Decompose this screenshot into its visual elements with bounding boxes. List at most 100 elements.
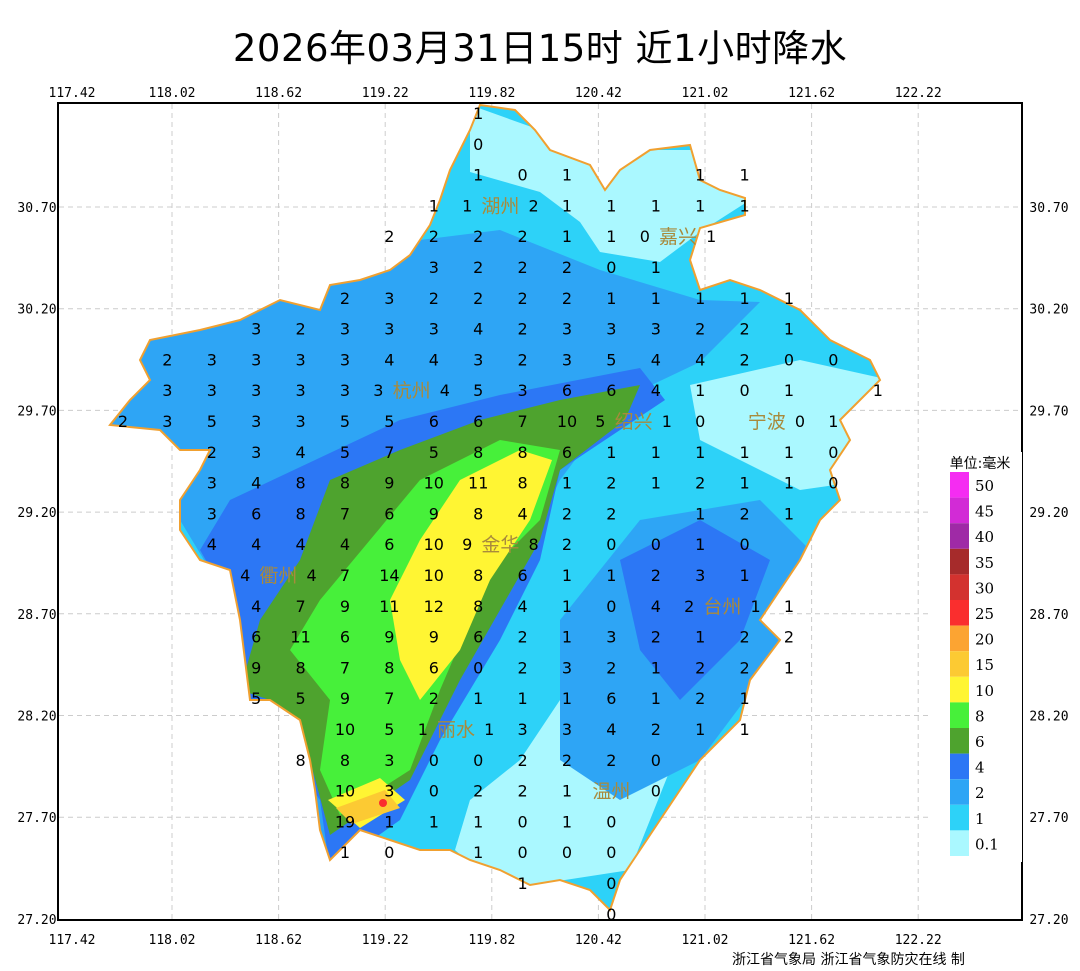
station-value: 1 bbox=[784, 443, 794, 462]
station-value: 4 bbox=[518, 504, 528, 523]
station-value: 2 bbox=[695, 689, 705, 708]
station-value: 11 bbox=[290, 628, 310, 647]
lon-tick-bottom: 118.02 bbox=[149, 933, 196, 948]
station-value: 0 bbox=[695, 412, 705, 431]
station-value: 2 bbox=[473, 289, 483, 308]
station-value: 1 bbox=[740, 289, 750, 308]
station-value: 5 bbox=[340, 443, 350, 462]
station-value: 5 bbox=[429, 443, 439, 462]
station-value: 3 bbox=[429, 320, 439, 339]
station-value: 5 bbox=[296, 689, 306, 708]
station-value: 3 bbox=[384, 289, 394, 308]
lon-tick-bottom: 117.42 bbox=[49, 933, 96, 948]
station-value: 3 bbox=[340, 381, 350, 400]
station-values: 101 0 1 1 11 1 2 1 1 1 1 12 2 2 2 1 1 0 13 2 2 2 0 12 3 2 2 2 2 1 1 1 1 1… bbox=[118, 104, 883, 924]
station-value: 8 bbox=[518, 443, 528, 462]
station-value: 1 bbox=[873, 381, 883, 400]
station-value: 0 bbox=[473, 658, 483, 677]
station-value: 1 bbox=[695, 443, 705, 462]
station-value: 2 bbox=[651, 628, 661, 647]
station-value: 9 bbox=[462, 535, 472, 554]
station-value: 2 bbox=[606, 751, 616, 770]
station-value: 2 bbox=[562, 258, 572, 277]
lat-tick-right: 30.20 bbox=[1029, 303, 1068, 318]
station-value: 1 bbox=[562, 812, 572, 831]
station-value: 3 bbox=[251, 443, 261, 462]
station-value: 1 bbox=[562, 227, 572, 246]
station-value: 9 bbox=[384, 474, 394, 493]
station-value: 1 bbox=[651, 289, 661, 308]
station-value: 4 bbox=[340, 535, 350, 554]
station-value: 1 bbox=[473, 166, 483, 185]
station-value: 1 bbox=[518, 874, 528, 893]
station-value: 2 bbox=[740, 628, 750, 647]
lon-tick-top: 120.42 bbox=[575, 86, 622, 101]
legend-swatch bbox=[950, 625, 969, 652]
station-value: 2 bbox=[740, 320, 750, 339]
station-value: 2 bbox=[562, 289, 572, 308]
station-value: 10 bbox=[424, 566, 444, 585]
station-value: 3 bbox=[251, 320, 261, 339]
station-value: 1 bbox=[562, 689, 572, 708]
station-value: 1 bbox=[651, 474, 661, 493]
station-value: 3 bbox=[695, 566, 705, 585]
station-value: 3 bbox=[207, 504, 217, 523]
station-value: 10 bbox=[424, 535, 444, 554]
station-value: 5 bbox=[207, 412, 217, 431]
lat-tick-right: 28.20 bbox=[1029, 710, 1068, 725]
station-value: 3 bbox=[340, 320, 350, 339]
station-value: 1 bbox=[740, 166, 750, 185]
station-value: 5 bbox=[384, 412, 394, 431]
station-value: 3 bbox=[251, 350, 261, 369]
station-value: 2 bbox=[518, 289, 528, 308]
lat-tick-right: 28.70 bbox=[1029, 608, 1068, 623]
station-value: 6 bbox=[606, 689, 616, 708]
lat-tick-left: 27.20 bbox=[17, 913, 56, 928]
station-value: 3 bbox=[651, 320, 661, 339]
legend-swatch bbox=[950, 472, 969, 498]
station-value: 2 bbox=[740, 350, 750, 369]
station-value: 1 bbox=[562, 166, 572, 185]
station-value: 2 bbox=[651, 566, 661, 585]
station-value: 1 bbox=[740, 474, 750, 493]
station-value: 1 bbox=[562, 782, 572, 801]
station-value: 8 bbox=[296, 474, 306, 493]
station-value: 9 bbox=[251, 658, 261, 677]
legend-unit: 单位:毫米 bbox=[950, 455, 1011, 472]
station-value: 3 bbox=[162, 412, 172, 431]
station-value: 0 bbox=[606, 812, 616, 831]
station-value: 2 bbox=[207, 443, 217, 462]
station-value: 1 bbox=[384, 812, 394, 831]
station-value: 0 bbox=[606, 535, 616, 554]
station-value: 7 bbox=[340, 566, 350, 585]
station-value: 0 bbox=[828, 443, 838, 462]
station-value: 3 bbox=[251, 381, 261, 400]
legend-swatch bbox=[950, 600, 969, 626]
station-value: 0 bbox=[606, 597, 616, 616]
station-value: 8 bbox=[296, 658, 306, 677]
station-value: 1 bbox=[562, 196, 572, 215]
station-value: 3 bbox=[207, 350, 217, 369]
station-value: 7 bbox=[296, 597, 306, 616]
station-value: 7 bbox=[518, 412, 528, 431]
legend-swatch bbox=[950, 830, 969, 856]
station-value: 4 bbox=[251, 474, 261, 493]
station-value: 2 bbox=[162, 350, 172, 369]
station-value: 1 bbox=[695, 289, 705, 308]
station-value: 3 bbox=[251, 412, 261, 431]
lat-tick-left: 28.70 bbox=[17, 608, 56, 623]
station-value: 1 bbox=[462, 196, 472, 215]
station-value: 1 bbox=[740, 566, 750, 585]
station-value: 9 bbox=[429, 628, 439, 647]
station-value: 1 bbox=[562, 597, 572, 616]
station-value: 4 bbox=[251, 535, 261, 554]
lat-tick-left: 29.20 bbox=[17, 506, 56, 521]
station-value: 1 bbox=[695, 535, 705, 554]
lat-tick-right: 27.70 bbox=[1029, 811, 1068, 826]
legend-label: 6 bbox=[975, 733, 985, 751]
station-value: 0 bbox=[606, 874, 616, 893]
station-value: 8 bbox=[529, 535, 539, 554]
legend-swatch bbox=[950, 676, 969, 703]
station-value: 6 bbox=[562, 443, 572, 462]
station-value: 2 bbox=[296, 320, 306, 339]
